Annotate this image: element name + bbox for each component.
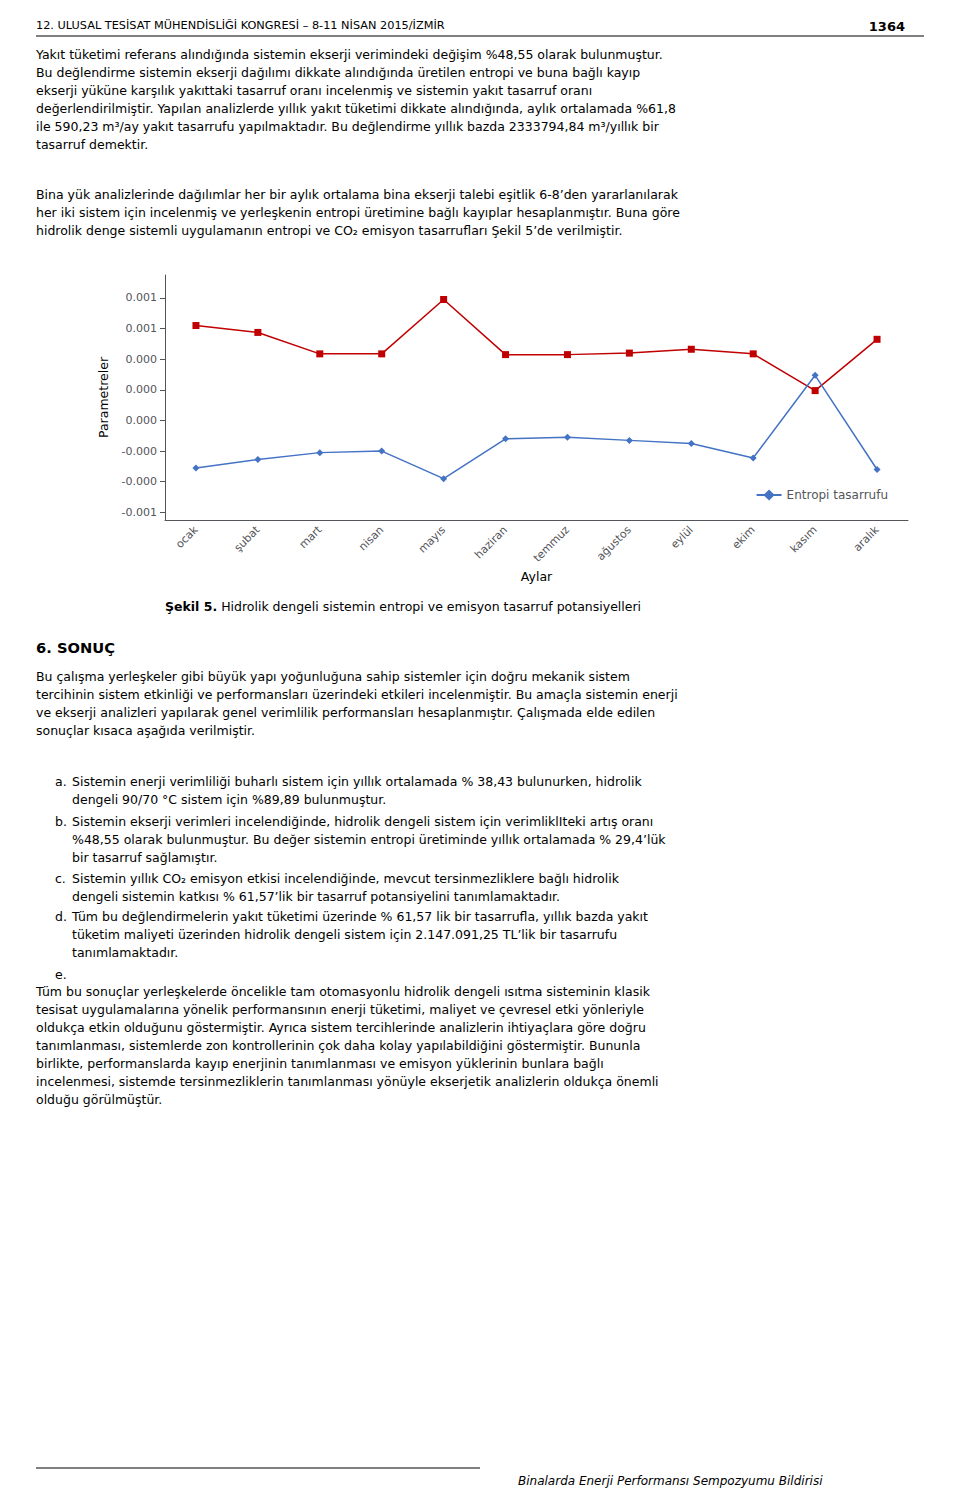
svg-text:olduğu görülmüştür.: olduğu görülmüştür. xyxy=(36,1092,162,1107)
svg-text:kasım: kasım xyxy=(788,523,820,555)
svg-text:-0.001: -0.001 xyxy=(122,506,157,519)
svg-text:bir tasarruf sağlamıştır.: bir tasarruf sağlamıştır. xyxy=(72,850,217,865)
svg-text:-0.000: -0.000 xyxy=(122,475,157,488)
svg-text:6. SONUÇ: 6. SONUÇ xyxy=(36,639,115,656)
svg-text:mayıs: mayıs xyxy=(416,523,449,556)
svg-text:dengeli sistemin katkısı % 61,: dengeli sistemin katkısı % 61,57’lik bir… xyxy=(72,889,560,904)
svg-text:hidrolik denge sistemli uygula: hidrolik denge sistemli uygulamanın entr… xyxy=(36,223,622,238)
svg-text:b.: b. xyxy=(55,814,67,829)
svg-text:değerlendirilmiştir. Yapılan a: değerlendirilmiştir. Yapılan analizlerde… xyxy=(36,101,676,116)
svg-text:tercihinin sistem etkinliği ve: tercihinin sistem etkinliği ve performan… xyxy=(36,687,678,702)
svg-text:dengeli 90/70 °C sistem için %: dengeli 90/70 °C sistem için %89,89 bulu… xyxy=(72,792,386,807)
svg-text:0.000: 0.000 xyxy=(126,383,158,396)
svg-text:Entropi tasarrufu: Entropi tasarrufu xyxy=(787,488,888,502)
svg-text:a.: a. xyxy=(55,774,67,789)
svg-text:0.001: 0.001 xyxy=(126,291,158,304)
svg-text:d.: d. xyxy=(55,909,67,924)
svg-text:Bina yük analizlerinde dağılım: Bina yük analizlerinde dağılımlar her bi… xyxy=(36,187,679,202)
svg-text:ekserji yüküne karşılık yakıtt: ekserji yüküne karşılık yakıttaki tasarr… xyxy=(36,83,592,98)
svg-text:Şekil 5.: Şekil 5. xyxy=(165,599,217,614)
svg-text:tanımlanması, sistemlerde zon: tanımlanması, sistemlerde zon kontroller… xyxy=(36,1038,640,1053)
svg-text:sonuçlar kısaca aşağıda verilm: sonuçlar kısaca aşağıda verilmiştir. xyxy=(36,723,255,738)
svg-text:Binalarda Enerji Performansı S: Binalarda Enerji Performansı Sempozyumu … xyxy=(518,1474,823,1488)
svg-text:haziran: haziran xyxy=(472,523,510,561)
svg-text:eylül: eylül xyxy=(668,523,696,551)
svg-text:ocak: ocak xyxy=(173,523,201,551)
svg-text:0.001: 0.001 xyxy=(126,322,158,335)
svg-text:tesisat uygulamalarına yönelik: tesisat uygulamalarına yönelik performan… xyxy=(36,1002,644,1017)
svg-text:ekim: ekim xyxy=(730,523,758,551)
svg-text:nisan: nisan xyxy=(356,523,386,553)
svg-text:%48,55 olarak bulunmuştur. Bu: %48,55 olarak bulunmuştur. Bu değer sist… xyxy=(72,832,666,847)
svg-text:Aylar: Aylar xyxy=(521,569,553,584)
svg-text:ile 590,23 m³/ay yakıt tasarru: ile 590,23 m³/ay yakıt tasarrufu yapılma… xyxy=(36,119,660,134)
svg-text:Hidrolik dengeli sistemin entr: Hidrolik dengeli sistemin entropi ve emi… xyxy=(217,599,641,614)
svg-text:Bu değlendirme sistemin ekserj: Bu değlendirme sistemin ekserji dağılımı… xyxy=(36,65,640,80)
svg-text:Tüm bu sonuçlar yerleşkelerde: Tüm bu sonuçlar yerleşkelerde öncelikle … xyxy=(35,984,651,999)
svg-text:incelenmesi, sistemde tersinme: incelenmesi, sistemde tersinmezliklerin … xyxy=(36,1074,659,1089)
svg-text:Sistemin enerji verimliliği bu: Sistemin enerji verimliliği buharlı sist… xyxy=(72,774,642,789)
svg-text:mart: mart xyxy=(297,523,325,551)
svg-text:0.000: 0.000 xyxy=(126,353,158,366)
svg-text:aralık: aralık xyxy=(851,523,882,554)
svg-text:tüketim maliyeti üzerinden hid: tüketim maliyeti üzerinden hidrolik deng… xyxy=(72,927,617,942)
svg-text:Sistemin ekserji verimleri inc: Sistemin ekserji verimleri incelendiğind… xyxy=(72,814,653,829)
svg-text:ve ekserji analizleri yapılara: ve ekserji analizleri yapılarak genel ve… xyxy=(36,705,655,720)
svg-text:Sistemin yıllık CO₂ emisyon et: Sistemin yıllık CO₂ emisyon etkisi incel… xyxy=(72,871,620,886)
svg-text:oldukça etkin olduğunu gösterm: oldukça etkin olduğunu göstermiştir. Ayr… xyxy=(36,1020,646,1035)
svg-text:12. ULUSAL TESİSAT MÜHENDİSLİĞ: 12. ULUSAL TESİSAT MÜHENDİSLİĞİ KONGRESİ… xyxy=(36,19,445,32)
svg-text:şubat: şubat xyxy=(232,523,263,554)
svg-text:birlikte, performanslarda kayı: birlikte, performanslarda kayıp enerjini… xyxy=(36,1056,604,1071)
svg-text:tasarruf demektir.: tasarruf demektir. xyxy=(36,137,148,152)
svg-text:c.: c. xyxy=(55,871,66,886)
svg-text:e.: e. xyxy=(55,967,67,982)
svg-text:-0.000: -0.000 xyxy=(122,445,157,458)
svg-text:0.000: 0.000 xyxy=(126,414,158,427)
svg-text:Bu çalışma yerleşkeler gibi bü: Bu çalışma yerleşkeler gibi büyük yapı y… xyxy=(36,669,630,684)
svg-text:ağustos: ağustos xyxy=(594,523,634,563)
svg-text:tanımlamaktadır.: tanımlamaktadır. xyxy=(72,945,178,960)
svg-text:temmuz: temmuz xyxy=(531,523,572,564)
svg-text:her iki sistem için incelenmiş: her iki sistem için incelenmiş ve yerleş… xyxy=(36,205,680,220)
svg-text:Parametreler: Parametreler xyxy=(96,356,111,438)
svg-text:Tüm bu değlendirmelerin yakıt: Tüm bu değlendirmelerin yakıt tüketimi ü… xyxy=(71,909,648,924)
svg-text:Yakıt tüketimi referans alındı: Yakıt tüketimi referans alındığında sist… xyxy=(35,47,663,62)
svg-text:1364: 1364 xyxy=(869,19,905,34)
